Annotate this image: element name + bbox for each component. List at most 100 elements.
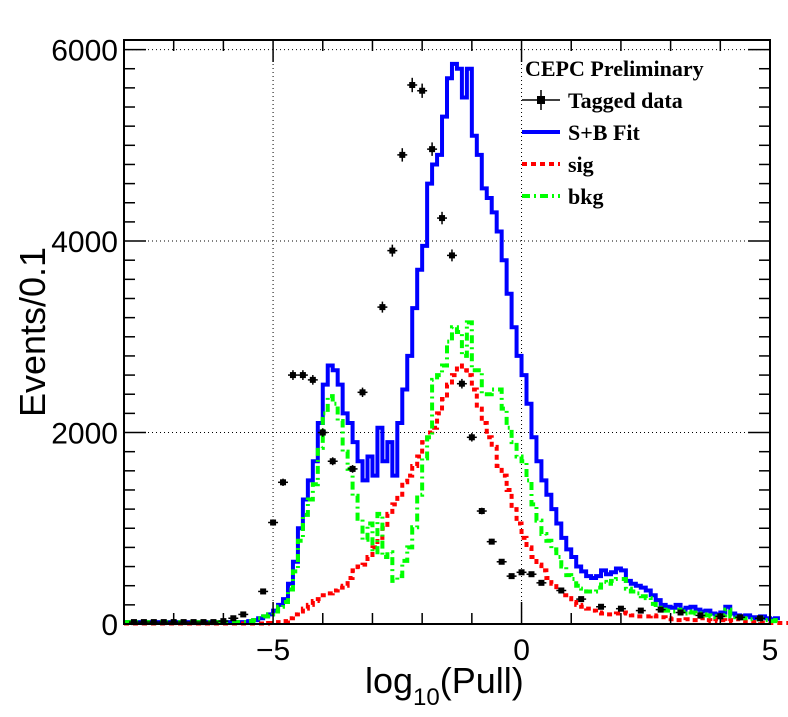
data-point-marker: [508, 573, 515, 580]
data-point: [128, 619, 139, 626]
data-point-marker: [419, 87, 426, 94]
data-point: [228, 615, 239, 622]
series-line-s-b-fit: [124, 61, 780, 625]
data-point-marker: [697, 612, 704, 619]
data-point-marker: [578, 596, 585, 603]
legend-label: Tagged data: [568, 88, 683, 113]
legend: CEPC Preliminary Tagged data S+B Fit sig bk…: [522, 56, 704, 209]
data-point: [258, 588, 269, 595]
data-point-marker: [359, 389, 366, 396]
data-point-marker: [210, 619, 217, 626]
data-point-marker: [160, 619, 167, 626]
data-point-marker: [230, 615, 237, 622]
y-tick-label: 6000: [51, 35, 118, 68]
data-point-marker: [637, 607, 644, 614]
data-point: [496, 558, 507, 565]
data-point: [675, 609, 686, 616]
data-point: [576, 596, 587, 603]
legend-entry: sig: [522, 152, 594, 177]
data-point: [526, 571, 537, 578]
data-point: [198, 619, 209, 626]
data-point-marker: [180, 619, 187, 626]
series-line-sig: [124, 363, 788, 626]
data-point-marker: [598, 603, 605, 610]
data-point-marker: [260, 588, 267, 595]
data-point: [755, 615, 766, 622]
data-point-marker: [429, 146, 436, 153]
data-point: [476, 507, 487, 515]
data-point: [447, 249, 457, 262]
data-point: [397, 148, 408, 162]
data-point-marker: [478, 508, 485, 515]
data-point-marker: [439, 215, 446, 222]
data-point-marker: [677, 609, 684, 616]
data-point-marker: [349, 465, 356, 472]
data-point: [317, 428, 328, 437]
data-point: [297, 370, 308, 380]
data-point-marker: [488, 538, 495, 545]
data-point-marker: [558, 587, 565, 594]
y-tick-label: 4000: [51, 226, 118, 259]
data-point: [695, 612, 706, 619]
data-point: [516, 569, 527, 576]
data-point-marker: [130, 619, 137, 626]
data-point: [635, 607, 646, 614]
legend-entry: Tagged data: [522, 88, 683, 113]
data-point-marker: [757, 615, 764, 622]
legend-title: CEPC Preliminary: [525, 56, 704, 81]
y-tick-label: 0: [101, 609, 118, 642]
plot-frame: [123, 39, 771, 625]
data-point: [278, 478, 288, 486]
data-points-layer: [128, 77, 766, 626]
data-point: [208, 619, 219, 626]
data-point-marker: [270, 519, 277, 526]
x-tick-label: 0: [513, 634, 530, 667]
data-point: [556, 587, 567, 594]
data-point: [655, 606, 666, 613]
data-point-marker: [309, 376, 316, 383]
data-point: [735, 614, 746, 621]
data-point: [158, 619, 169, 626]
data-point: [347, 465, 358, 473]
data-point: [178, 619, 189, 626]
data-point-marker: [409, 81, 416, 88]
data-point: [437, 211, 447, 225]
data-point-marker: [518, 569, 525, 576]
data-point: [148, 619, 159, 626]
legend-label: bkg: [568, 184, 603, 209]
x-axis-label-rest: (Pull): [440, 660, 524, 701]
series-line-bkg: [124, 320, 780, 625]
data-point: [417, 83, 428, 98]
x-tick-label: 5: [762, 634, 779, 667]
x-axis-label: log10(Pull): [365, 660, 524, 711]
data-point-marker: [528, 571, 535, 578]
data-point-marker: [617, 605, 624, 612]
data-point-marker: [200, 619, 207, 626]
grid: [124, 40, 771, 625]
data-point: [327, 457, 338, 466]
data-point-marker: [289, 372, 296, 379]
data-point: [238, 611, 249, 618]
data-point: [377, 301, 388, 313]
y-tick-label: 2000: [51, 418, 118, 451]
data-point-marker: [329, 458, 336, 465]
axis-ticks: [123, 40, 771, 625]
data-point: [506, 573, 517, 580]
data-point-marker: [389, 247, 396, 254]
data-point-marker: [468, 434, 475, 441]
data-point: [486, 538, 497, 545]
data-point-marker: [319, 429, 326, 436]
y-axis-label: Events/0.1: [12, 247, 53, 417]
legend-entry: bkg: [522, 184, 603, 209]
data-point: [596, 603, 607, 610]
data-point: [138, 619, 149, 626]
data-point: [466, 433, 477, 442]
data-point-marker: [737, 614, 744, 621]
data-point-marker: [498, 558, 505, 565]
data-point-marker: [299, 372, 306, 379]
data-point: [427, 142, 438, 156]
x-tick-label: −5: [256, 634, 290, 667]
data-point-marker: [448, 252, 455, 259]
